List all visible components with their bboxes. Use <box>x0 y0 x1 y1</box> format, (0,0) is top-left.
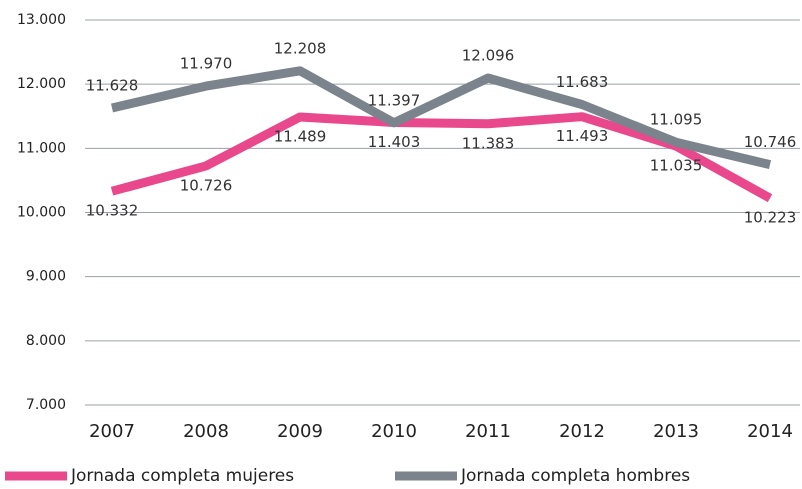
data-label: 10.332 <box>86 202 139 220</box>
data-label: 11.683 <box>556 73 609 91</box>
data-label: 12.208 <box>274 39 327 57</box>
legend-label: Jornada completa hombres <box>460 466 690 486</box>
x-tick-label: 2008 <box>183 421 229 442</box>
y-tick-label: 7.000 <box>26 397 66 413</box>
data-label: 10.223 <box>744 209 797 227</box>
series-line <box>110 66 772 170</box>
y-tick-label: 10.000 <box>17 205 66 221</box>
series-line <box>110 112 773 203</box>
data-label: 10.726 <box>180 176 233 194</box>
data-label: 11.403 <box>368 133 421 151</box>
x-tick-label: 2013 <box>653 421 699 442</box>
data-label: 11.628 <box>86 77 139 95</box>
data-label: 11.095 <box>650 111 703 129</box>
data-label: 11.493 <box>556 127 609 145</box>
x-tick-label: 2011 <box>465 421 511 442</box>
data-label: 10.746 <box>744 133 797 151</box>
x-tick-label: 2010 <box>371 421 417 442</box>
y-tick-label: 11.000 <box>17 140 66 156</box>
legend-label: Jornada completa mujeres <box>70 466 294 486</box>
y-tick-label: 8.000 <box>26 333 66 349</box>
data-label: 11.489 <box>274 127 327 145</box>
data-label: 11.383 <box>462 134 515 152</box>
y-tick-label: 13.000 <box>17 12 66 28</box>
x-tick-label: 2014 <box>747 421 793 442</box>
data-label: 11.035 <box>650 157 703 175</box>
data-label: 12.096 <box>462 47 515 65</box>
data-label: 11.397 <box>368 91 421 109</box>
x-tick-label: 2007 <box>89 421 135 442</box>
y-tick-label: 9.000 <box>26 269 66 285</box>
x-tick-label: 2009 <box>277 421 323 442</box>
x-tick-label: 2012 <box>559 421 605 442</box>
data-label: 11.970 <box>180 55 233 73</box>
y-tick-label: 12.000 <box>17 76 66 92</box>
